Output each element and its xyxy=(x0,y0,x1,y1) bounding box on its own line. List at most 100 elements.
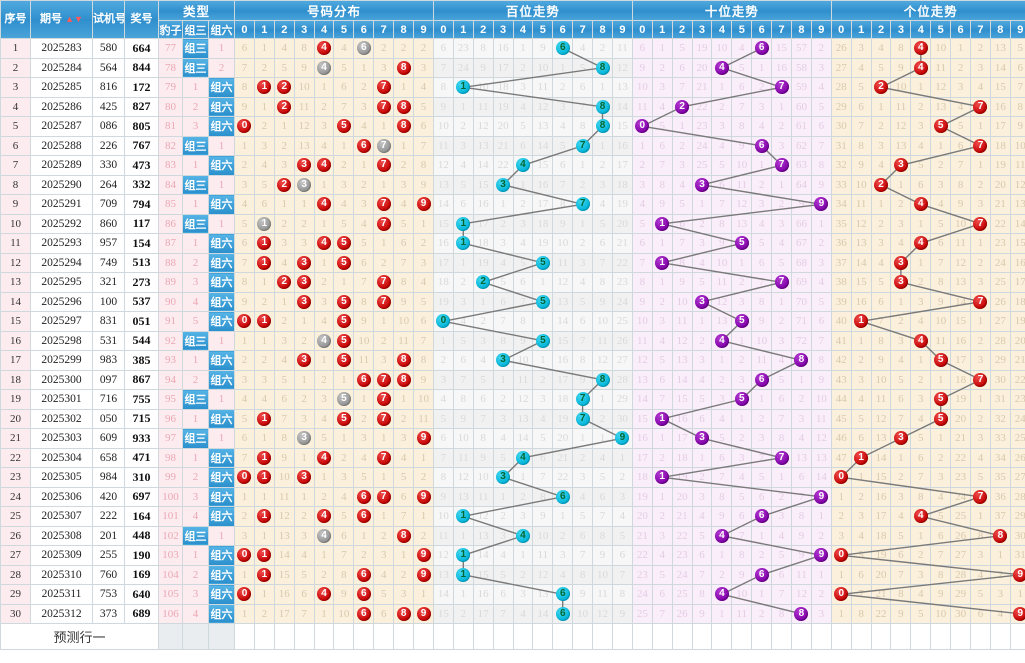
header-digit-dist-1[interactable]: 1 xyxy=(253,20,275,39)
cell-issue[interactable]: 2025308 xyxy=(30,525,93,546)
header-digit-bai-1[interactable]: 1 xyxy=(452,20,474,39)
header-digit-shi-4[interactable]: 4 xyxy=(711,20,733,39)
cell-issue[interactable]: 2025298 xyxy=(30,330,93,351)
prediction-grid-cell[interactable] xyxy=(890,623,912,650)
header-digit-ge-2[interactable]: 2 xyxy=(870,20,892,39)
cell-issue[interactable]: 2025309 xyxy=(30,545,93,566)
table-row[interactable]: 2 2025284 564 844 78 组三 2 7 2 5 9 4 5 1 3 8 3 7 24 9 17 2 10 1 5… xyxy=(0,57,1025,78)
prediction-grid-cell[interactable] xyxy=(611,623,633,650)
prediction-grid-cell[interactable] xyxy=(950,623,972,650)
header-digit-dist-2[interactable]: 2 xyxy=(273,20,295,39)
prediction-grid-cell[interactable] xyxy=(313,623,335,650)
prediction-grid-cell[interactable] xyxy=(492,623,514,650)
header-digit-ge-3[interactable]: 3 xyxy=(890,20,912,39)
header-digit-shi-5[interactable]: 5 xyxy=(731,20,753,39)
prediction-grid-cell[interactable] xyxy=(651,623,673,650)
table-row[interactable]: 29 2025311 753 640 105 3 组六 0 1 16 6 4 9 6 5 3 1 14 1 16 6 3 1… xyxy=(0,584,1025,605)
table-row[interactable]: 24 2025306 420 697 100 3 组六 1 1 11 1 2 4 6 7 6 9 9 13 11 1 2 8… xyxy=(0,486,1025,507)
table-row[interactable]: 15 2025297 831 051 91 5 组六 0 1 2 1 4 5 9 1 10 6 0 4 2 7 8 1 14 6… xyxy=(0,311,1025,332)
table-row[interactable]: 14 2025296 100 537 90 4 组六 9 2 1 3 3 5 8 7 9 5 19 3 1 6 7 5 13 5… xyxy=(0,291,1025,312)
header-digit-shi-2[interactable]: 2 xyxy=(671,20,693,39)
table-row[interactable]: 18 2025300 097 867 94 2 组六 3 3 5 1 2 1 6 7 8 9 3 7 5 1 11 2 17 9… xyxy=(0,369,1025,390)
header-subcol-duzi[interactable]: 豹子 xyxy=(158,20,183,39)
prediction-grid-cell[interactable] xyxy=(970,623,991,650)
cell-issue[interactable]: 2025297 xyxy=(30,311,93,332)
table-row[interactable]: 27 2025309 255 190 103 1 组六 0 1 14 4 1 7 2 3 1 9 12 1 14 4 1 1… xyxy=(0,545,1025,566)
prediction-grid-cell[interactable] xyxy=(791,623,812,650)
prediction-grid-cell[interactable] xyxy=(771,623,792,650)
header-digit-shi-1[interactable]: 1 xyxy=(651,20,673,39)
cell-issue[interactable]: 2025302 xyxy=(30,408,93,429)
cell-issue[interactable]: 2025294 xyxy=(30,252,93,273)
cell-issue[interactable]: 2025305 xyxy=(30,467,93,488)
prediction-type-blank[interactable] xyxy=(207,623,236,650)
table-row[interactable]: 28 2025310 760 169 104 2 组六 1 1 15 5 2 8 6 4 2 9 13 1 15 5 2 1… xyxy=(0,564,1025,585)
header-digit-shi-3[interactable]: 3 xyxy=(691,20,713,39)
header-digit-ge-5[interactable]: 5 xyxy=(930,20,952,39)
table-row[interactable]: 22 2025304 658 471 98 1 组六 7 1 9 1 4 2 4 7 4 1 7 11 9 5 4 6 21 2… xyxy=(0,447,1025,468)
header-digit-bai-2[interactable]: 2 xyxy=(472,20,494,39)
table-row[interactable]: 5 2025287 086 805 81 3 组六 0 2 1 12 3 5 4 1 8 6 10 2 12 20 5 13… xyxy=(0,116,1025,137)
prediction-grid-cell[interactable] xyxy=(413,623,434,650)
header-subcol-zu6[interactable]: 组六 xyxy=(207,20,236,39)
prediction-type-blank[interactable] xyxy=(182,623,209,650)
table-row[interactable]: 6 2025288 226 767 82 组三 1 1 3 2 13 4 1 6 7 1 7 11 3 13 21 6 14… xyxy=(0,135,1025,156)
header-digit-dist-7[interactable]: 7 xyxy=(373,20,395,39)
table-row[interactable]: 30 2025312 373 689 106 4 组六 1 2 17 7 1 10 6 6 8 9 15 2 17 7 4… xyxy=(0,603,1025,624)
prediction-grid-cell[interactable] xyxy=(751,623,773,650)
cell-issue[interactable]: 2025293 xyxy=(30,233,93,254)
prediction-type-blank[interactable] xyxy=(158,623,183,650)
header-digit-shi-0[interactable]: 0 xyxy=(631,20,653,39)
cell-issue[interactable]: 2025310 xyxy=(30,564,93,585)
table-row[interactable]: 1 2025283 580 664 77 组三 1 6 1 4 8 4 4 6 2 2 2 6 23 8 16 1 9 6 4 2… xyxy=(0,38,1025,59)
prediction-grid-cell[interactable] xyxy=(731,623,753,650)
table-row[interactable]: 21 2025303 609 933 97 组三 1 6 1 8 3 5 1 3 1 3 9 6 10 8 4 14 5 20… xyxy=(0,428,1025,449)
prediction-grid-cell[interactable] xyxy=(989,623,1011,650)
header-digit-ge-4[interactable]: 4 xyxy=(910,20,932,39)
table-row[interactable]: 20 2025302 050 715 96 1 组六 5 1 7 3 4 5 2 7 2 11 5 9 7 3 13 4 19… xyxy=(0,408,1025,429)
header-digit-ge-1[interactable]: 1 xyxy=(850,20,872,39)
cell-issue[interactable]: 2025292 xyxy=(30,213,93,234)
header-digit-ge-0[interactable]: 0 xyxy=(830,20,852,39)
prediction-grid-cell[interactable] xyxy=(512,623,534,650)
table-row[interactable]: 12 2025294 749 513 88 2 组六 7 1 4 3 1 5 6 2 7 3 17 1 19 4 5 5 11… xyxy=(0,252,1025,273)
prediction-grid-cell[interactable] xyxy=(631,623,653,650)
header-digit-shi-6[interactable]: 6 xyxy=(751,20,773,39)
cell-issue[interactable]: 2025301 xyxy=(30,389,93,410)
cell-issue[interactable]: 2025289 xyxy=(30,155,93,176)
header-issue[interactable]: 期号 ▲▼ xyxy=(30,0,93,39)
header-digit-bai-8[interactable]: 8 xyxy=(592,20,613,39)
header-index[interactable]: 序号 xyxy=(0,0,31,39)
header-digit-ge-6[interactable]: 6 xyxy=(950,20,972,39)
cell-issue[interactable]: 2025311 xyxy=(30,584,93,605)
cell-issue[interactable]: 2025306 xyxy=(30,486,93,507)
header-digit-dist-0[interactable]: 0 xyxy=(234,20,255,39)
prediction-row[interactable]: 预测行一 xyxy=(0,623,1025,650)
prediction-grid-cell[interactable] xyxy=(253,623,275,650)
cell-issue[interactable]: 2025287 xyxy=(30,116,93,137)
header-digit-dist-9[interactable]: 9 xyxy=(413,20,434,39)
table-row[interactable]: 10 2025292 860 117 86 组三 1 5 1 2 2 1 5 4 7 5 1 15 1 17 2 3 18 9… xyxy=(0,213,1025,234)
header-test-number[interactable]: 试机号 xyxy=(92,0,125,39)
header-digit-bai-5[interactable]: 5 xyxy=(532,20,554,39)
prediction-grid-cell[interactable] xyxy=(373,623,395,650)
header-digit-dist-6[interactable]: 6 xyxy=(353,20,375,39)
cell-issue[interactable]: 2025304 xyxy=(30,447,93,468)
table-row[interactable]: 9 2025291 709 794 85 1 组六 4 6 1 1 4 4 3 7 4 9 14 6 16 1 2 17 8 7… xyxy=(0,194,1025,215)
table-row[interactable]: 26 2025308 201 448 102 组三 1 3 1 13 3 4 6 1 2 8 2 11 1 13 3 4 1… xyxy=(0,525,1025,546)
cell-issue[interactable]: 2025303 xyxy=(30,428,93,449)
table-row[interactable]: 17 2025299 983 385 93 1 组六 2 2 4 3 1 5 11 3 8 8 2 6 4 3 10 1 16… xyxy=(0,350,1025,371)
header-digit-bai-4[interactable]: 4 xyxy=(512,20,534,39)
cell-issue[interactable]: 2025312 xyxy=(30,603,93,624)
cell-issue[interactable]: 2025307 xyxy=(30,506,93,527)
cell-issue[interactable]: 2025291 xyxy=(30,194,93,215)
header-digit-ge-8[interactable]: 8 xyxy=(989,20,1011,39)
prediction-grid-cell[interactable] xyxy=(393,623,415,650)
header-digit-bai-9[interactable]: 9 xyxy=(611,20,633,39)
table-row[interactable]: 23 2025305 984 310 99 2 组六 0 1 10 3 1 3 5 1 5 2 8 12 10 3 1 7 2… xyxy=(0,467,1025,488)
prediction-grid-cell[interactable] xyxy=(353,623,375,650)
prediction-grid-cell[interactable] xyxy=(452,623,474,650)
header-digit-bai-0[interactable]: 0 xyxy=(432,20,454,39)
cell-issue[interactable]: 2025296 xyxy=(30,291,93,312)
cell-issue[interactable]: 2025295 xyxy=(30,272,93,293)
